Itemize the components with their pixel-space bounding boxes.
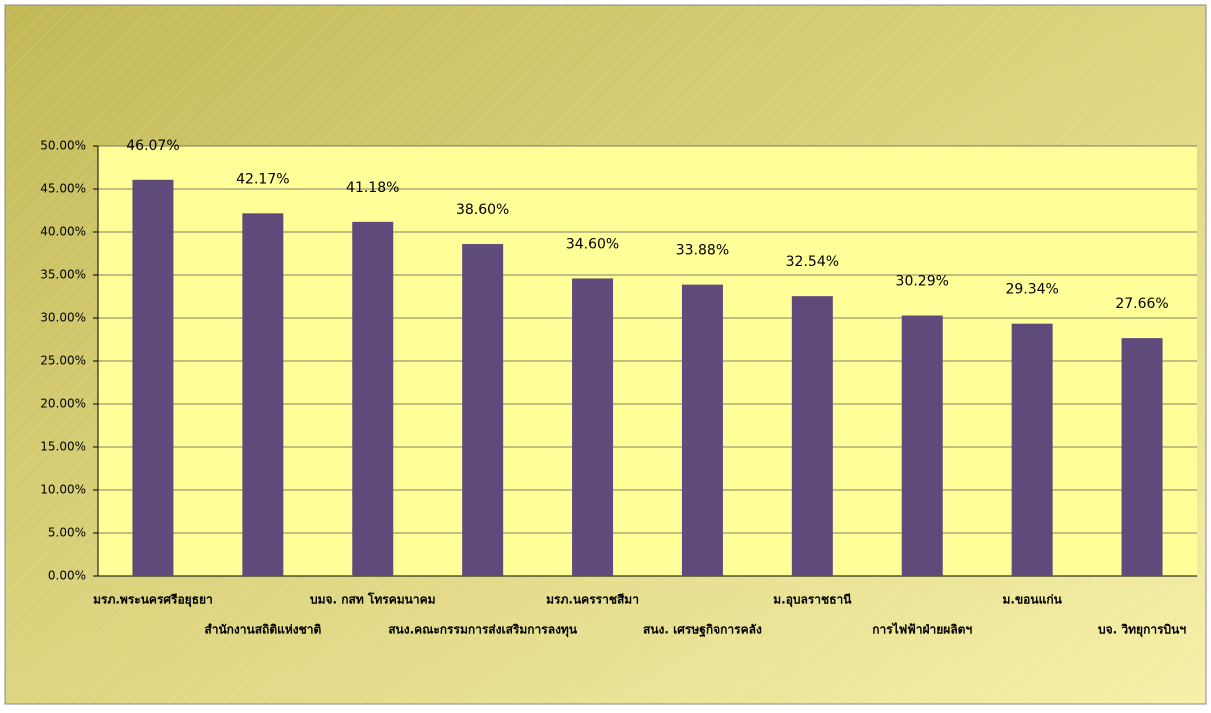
x-tick-label: บจ. วิทยุการบินฯ: [1098, 623, 1186, 638]
x-tick-label: สำนักงานสถิติแห่งชาติ: [204, 623, 321, 637]
bar: [572, 278, 614, 576]
data-label: 34.60%: [566, 236, 619, 252]
y-tick-label: 30.00%: [40, 311, 86, 325]
data-label: 46.07%: [126, 138, 179, 154]
x-tick-label: มรภ.นครราชสีมา: [546, 593, 639, 607]
data-label: 38.60%: [456, 202, 509, 218]
y-tick-label: 20.00%: [40, 397, 86, 411]
x-tick-label: ม.อุบลราชธานี: [773, 593, 852, 608]
x-tick-label: สนง.คณะกรรมการส่งเสริมการลงทุน: [388, 623, 578, 638]
y-tick-label: 0.00%: [48, 569, 86, 583]
data-label: 42.17%: [236, 171, 289, 187]
bar: [132, 179, 174, 576]
bar: [1121, 338, 1163, 576]
bar: [681, 284, 723, 576]
bar: [791, 296, 833, 576]
data-label: 32.54%: [786, 254, 839, 270]
y-tick-label: 35.00%: [40, 268, 86, 282]
bar: [1011, 323, 1053, 576]
data-label: 41.18%: [346, 180, 399, 196]
bar: [462, 244, 504, 577]
data-label: 33.88%: [676, 243, 729, 259]
y-tick-label: 5.00%: [48, 526, 86, 540]
y-tick-label: 50.00%: [40, 139, 86, 153]
y-tick-label: 45.00%: [40, 182, 86, 196]
y-tick-label: 25.00%: [40, 354, 86, 368]
data-label: 27.66%: [1115, 296, 1168, 312]
bar: [352, 221, 394, 577]
x-tick-label: มรภ.พระนครศรีอยุธยา: [93, 593, 213, 608]
x-tick-label: การไฟฟ้าฝ่ายผลิตฯ: [872, 622, 972, 637]
x-tick-label: ม.ขอนแก่น: [1003, 593, 1063, 607]
bar: [242, 213, 284, 576]
x-tick-label: สนง. เศรษฐกิจการคลัง: [643, 623, 762, 638]
y-tick-label: 40.00%: [40, 225, 86, 239]
y-tick-label: 10.00%: [40, 483, 86, 497]
x-tick-label: บมจ. กสท โทรคมนาคม: [310, 592, 436, 607]
y-tick-label: 15.00%: [40, 440, 86, 454]
data-label: 30.29%: [896, 274, 949, 290]
bar: [901, 315, 943, 576]
data-label: 29.34%: [1005, 282, 1058, 298]
